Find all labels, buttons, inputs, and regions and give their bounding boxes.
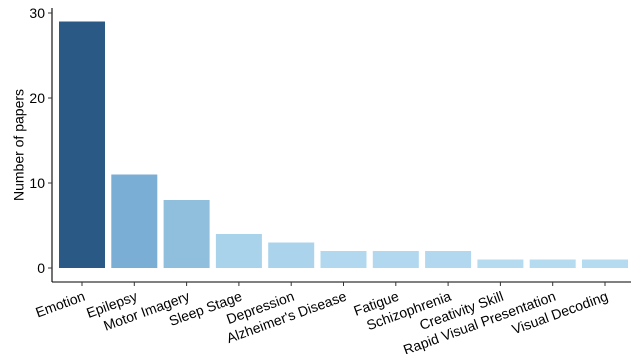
bar-emotion [59, 21, 105, 268]
bar-creativity-skill [477, 259, 524, 268]
bar-epilepsy [111, 174, 158, 268]
bars-group [59, 21, 628, 268]
bar-sleep-stage [215, 234, 262, 268]
y-tick-label: 20 [29, 90, 45, 106]
y-tick-label: 30 [29, 5, 45, 21]
bar-visual-decoding [582, 259, 628, 268]
y-ticks-group: 0 10 20 30 [29, 5, 52, 276]
bar-motor-imagery [163, 200, 210, 268]
bar-rapid-visual-presentation [529, 259, 576, 268]
y-axis-title: Number of papers [11, 89, 27, 201]
bar-depression [268, 242, 315, 268]
bar-alzheimer-s-disease [320, 251, 367, 268]
y-tick-label: 10 [29, 175, 45, 191]
bar-fatigue [372, 251, 419, 268]
bar-schizophrenia [425, 251, 472, 268]
y-tick-label: 0 [37, 260, 45, 276]
x-tick-label: Emotion [33, 288, 87, 321]
